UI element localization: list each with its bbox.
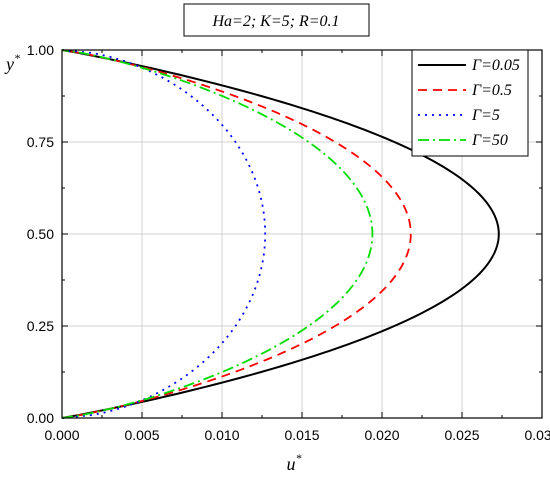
x-tick-label: 0.030 [524, 427, 550, 443]
y-tick-label: 0.25 [27, 318, 54, 334]
x-tick-label: 0.005 [124, 427, 159, 443]
x-tick-label: 0.010 [204, 427, 239, 443]
legend-label: Γ=50 [471, 132, 508, 149]
series-line [61, 49, 500, 419]
x-axis-title: u* [287, 451, 302, 474]
y-axis-title: y* [4, 51, 20, 74]
y-axis-title-text: y [4, 54, 14, 74]
legend-label: Γ=0.05 [471, 57, 520, 74]
x-axis-title-sup: * [296, 451, 302, 465]
legend-label: Γ=5 [471, 107, 500, 124]
y-tick-labels: 0.00 0.25 0.50 0.75 1.00 [27, 42, 54, 426]
x-tick-label: 0.015 [284, 427, 319, 443]
y-tick-label: 0.75 [27, 134, 54, 150]
series-line [61, 49, 267, 419]
series-line [61, 49, 374, 419]
x-tick-label: 0.000 [44, 427, 79, 443]
y-axis-title-sup: * [14, 51, 20, 65]
x-axis-title-text: u [287, 454, 296, 474]
legend-box [411, 49, 529, 157]
x-tick-label: 0.025 [444, 427, 479, 443]
series-line [61, 49, 412, 419]
chart-title: Ha=2; K=5; R=0.1 [211, 13, 339, 30]
legend: Γ=0.05 Γ=0.5 Γ=5 Γ=50 [411, 49, 529, 157]
chart-title-box: Ha=2; K=5; R=0.1 [183, 3, 370, 37]
y-tick-label: 0.50 [27, 226, 54, 242]
x-tick-labels: 0.000 0.005 0.010 0.015 0.020 0.025 0.030 [44, 427, 550, 443]
y-tick-label: 0.00 [27, 410, 54, 426]
legend-label: Γ=0.5 [471, 82, 512, 99]
y-tick-label: 1.00 [27, 42, 54, 58]
x-tick-label: 0.020 [364, 427, 399, 443]
series-layer [61, 49, 500, 419]
